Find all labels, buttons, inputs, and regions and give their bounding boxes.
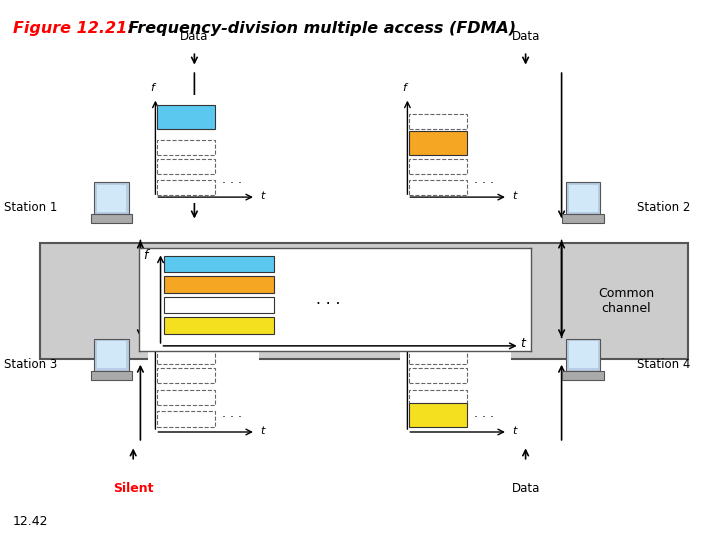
- Bar: [408, 114, 467, 129]
- Text: Common
channel: Common channel: [598, 287, 654, 315]
- Bar: [562, 371, 604, 380]
- Bar: [566, 182, 600, 214]
- Text: f: f: [143, 249, 148, 262]
- Bar: [408, 390, 467, 405]
- Bar: [562, 214, 604, 223]
- Text: Station 3: Station 3: [4, 358, 58, 371]
- Bar: [408, 131, 467, 155]
- Text: t: t: [513, 191, 517, 201]
- Bar: [156, 390, 215, 405]
- Text: f: f: [402, 83, 405, 93]
- Text: · · ·: · · ·: [315, 298, 340, 312]
- Bar: [97, 185, 126, 212]
- Text: f: f: [402, 318, 405, 328]
- Bar: [408, 349, 467, 364]
- Text: Silent: Silent: [113, 482, 153, 495]
- Text: Frequency-division multiple access (FDMA): Frequency-division multiple access (FDMA…: [117, 21, 516, 36]
- Bar: [97, 341, 126, 368]
- Bar: [164, 317, 274, 334]
- Text: f: f: [150, 83, 153, 93]
- Text: f: f: [150, 318, 153, 328]
- Bar: [408, 368, 467, 383]
- Text: Data: Data: [511, 30, 540, 43]
- Bar: [40, 243, 688, 359]
- Bar: [156, 349, 215, 364]
- Text: Data: Data: [180, 30, 209, 43]
- Text: Station 2: Station 2: [637, 201, 690, 214]
- Bar: [408, 403, 467, 427]
- Bar: [156, 159, 215, 174]
- Bar: [156, 140, 215, 155]
- Text: t: t: [513, 426, 517, 436]
- Text: Figure 12.21:: Figure 12.21:: [13, 21, 134, 36]
- Text: Station 1: Station 1: [4, 201, 58, 214]
- Bar: [156, 368, 215, 383]
- Bar: [164, 296, 274, 313]
- Bar: [408, 159, 467, 174]
- Text: · · ·: · · ·: [222, 177, 243, 190]
- Text: · · ·: · · ·: [474, 411, 495, 424]
- Text: 12.42: 12.42: [13, 515, 48, 528]
- Bar: [408, 180, 467, 195]
- Text: t: t: [261, 426, 265, 436]
- Bar: [156, 105, 215, 129]
- Bar: [156, 411, 215, 427]
- Bar: [569, 185, 598, 212]
- Bar: [94, 182, 129, 214]
- Text: t: t: [521, 337, 526, 350]
- Text: Station 4: Station 4: [637, 358, 690, 371]
- Bar: [569, 341, 598, 368]
- Bar: [164, 276, 274, 293]
- Text: t: t: [261, 191, 265, 201]
- Bar: [94, 339, 129, 371]
- Text: · · ·: · · ·: [222, 411, 243, 424]
- Text: · · ·: · · ·: [474, 177, 495, 190]
- Bar: [91, 371, 132, 380]
- Bar: [91, 214, 132, 223]
- Bar: [566, 339, 600, 371]
- Bar: [156, 180, 215, 195]
- Bar: [164, 255, 274, 272]
- Text: Data: Data: [511, 482, 540, 495]
